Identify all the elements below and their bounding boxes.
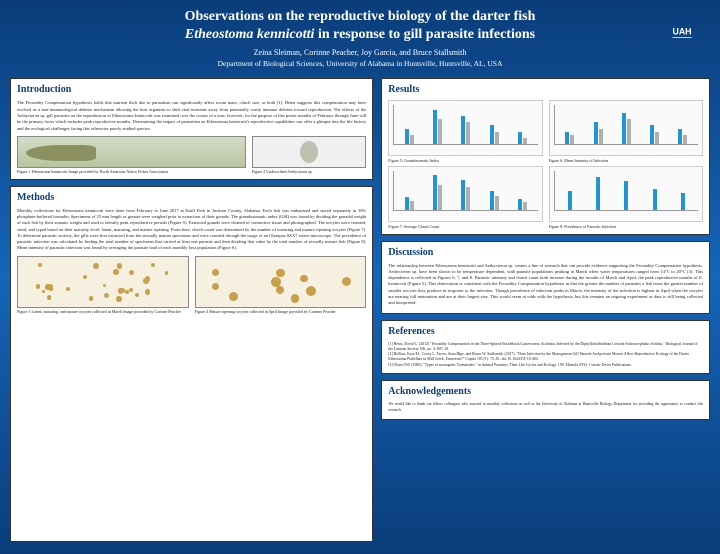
fish-image (17, 136, 246, 168)
figure-5: Figure 5: Gonadosomatic Index (388, 100, 542, 164)
intro-heading: Introduction (17, 83, 366, 97)
clutch-chart (388, 166, 542, 222)
references-panel: References [1] Heins, David C. (2012) "F… (381, 320, 710, 375)
fig8-caption: Figure 8: Prevalence of Parasitic Infect… (549, 224, 703, 230)
svg-text:UAH: UAH (672, 26, 691, 36)
poster-header: Observations on the reproductive biology… (0, 0, 720, 74)
title-line1: Observations on the reproductive biology… (185, 9, 536, 24)
poster-content: Introduction The Fecundity Compensation … (0, 74, 720, 550)
figure-1: Figure 1 Etheostoma kennicotti Image pro… (17, 136, 246, 175)
discussion-heading: Discussion (388, 246, 703, 260)
ack-heading: Acknowledgements (388, 385, 703, 399)
title-species: Etheostoma kennicotti (185, 27, 315, 42)
fig5-caption: Figure 5: Gonadosomatic Index (388, 158, 542, 164)
methods-heading: Methods (17, 191, 366, 205)
figure-3: Figure 3 Latent, maturing, and mature oo… (17, 256, 189, 315)
fig4-caption: Figure 4 Mature ripening oocytes collect… (195, 310, 367, 315)
ref-3: [3] Olsen OW. (1980). "Types of monogeni… (388, 363, 703, 368)
right-column: Results Figure 5: Gonadosomatic Index Fi… (381, 78, 710, 542)
discussion-body: The relationship between Etheostoma kenn… (388, 263, 703, 307)
results-heading: Results (388, 83, 703, 97)
figure-8: Figure 8: Prevalence of Parasitic Infect… (549, 166, 703, 230)
ack-body: We would like to thank our fellow collea… (388, 402, 703, 413)
ref-2: [2] Hollion, Kara M., Crissy L. Tarver, … (388, 352, 703, 362)
intro-figures: Figure 1 Etheostoma kennicotti Image pro… (17, 136, 366, 175)
figure-6: Figure 6: Mean Intensity of Infection (549, 100, 703, 164)
figure-2: Figure 2 Undescribed Aethycteron sp. (252, 136, 366, 175)
figure-7: Figure 7: Average Clutch Count (388, 166, 542, 230)
oocyte-image-april (195, 256, 367, 308)
title-suffix: in response to gill parasite infections (314, 27, 535, 42)
chart-row-2: Figure 7: Average Clutch Count Figure 8:… (388, 166, 703, 230)
chart-row-1: Figure 5: Gonadosomatic Index Figure 6: … (388, 100, 703, 164)
left-column: Introduction The Fecundity Compensation … (10, 78, 373, 542)
department: Department of Biological Sciences, Unive… (12, 59, 708, 68)
fig1-caption: Figure 1 Etheostoma kennicotti Image pro… (17, 170, 246, 175)
intro-body: The Fecundity Compensation hypothesis ho… (17, 100, 366, 131)
fig2-caption: Figure 2 Undescribed Aethycteron sp. (252, 170, 366, 175)
ref-list: [1] Heins, David C. (2012) "Fecundity Co… (388, 342, 703, 369)
uah-logo: UAH (658, 20, 706, 44)
authors: Zeina Sleiman, Corinne Peacher, Joy Garc… (12, 48, 708, 57)
oocyte-image-march (17, 256, 189, 308)
prevalence-chart (549, 166, 703, 222)
discussion-panel: Discussion The relationship between Ethe… (381, 241, 710, 314)
figure-4: Figure 4 Mature ripening oocytes collect… (195, 256, 367, 315)
methods-panel: Methods Monthly collections for Etheosto… (10, 186, 373, 543)
acknowledgements-panel: Acknowledgements We would like to thank … (381, 380, 710, 420)
fig7-caption: Figure 7: Average Clutch Count (388, 224, 542, 230)
fig3-caption: Figure 3 Latent, maturing, and mature oo… (17, 310, 189, 315)
parasite-image (252, 136, 366, 168)
results-panel: Results Figure 5: Gonadosomatic Index Fi… (381, 78, 710, 234)
gsi-chart (388, 100, 542, 156)
methods-body: Monthly collections for Etheostoma kenni… (17, 208, 366, 252)
ref-1: [1] Heins, David C. (2012) "Fecundity Co… (388, 342, 703, 352)
methods-figures: Figure 3 Latent, maturing, and mature oo… (17, 256, 366, 315)
refs-heading: References (388, 325, 703, 339)
intensity-chart (549, 100, 703, 156)
poster-title: Observations on the reproductive biology… (12, 8, 708, 44)
fig6-caption: Figure 6: Mean Intensity of Infection (549, 158, 703, 164)
introduction-panel: Introduction The Fecundity Compensation … (10, 78, 373, 179)
